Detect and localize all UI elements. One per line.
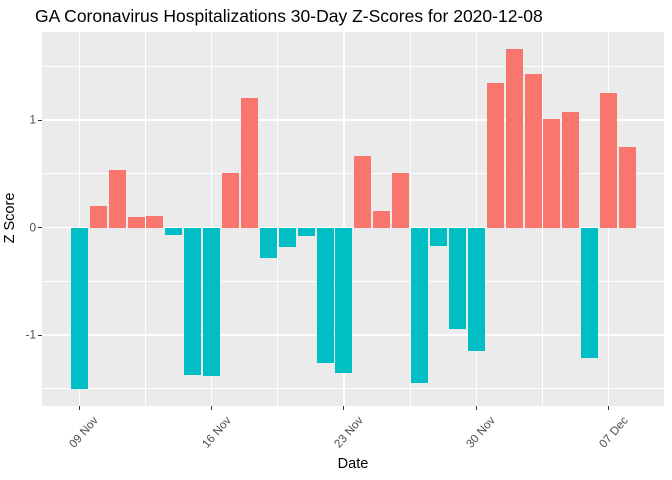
bar: [562, 111, 580, 228]
x-tick-label: 23 Nov: [331, 414, 366, 451]
y-major-gridline: [42, 334, 664, 336]
y-tick-label: 0: [29, 221, 36, 235]
bar: [411, 227, 429, 384]
x-major-gridline: [78, 32, 80, 406]
bar: [486, 82, 504, 228]
chart-title: GA Coronavirus Hospitalizations 30-Day Z…: [35, 6, 543, 26]
x-minor-gridline: [277, 32, 279, 406]
y-minor-gridline: [42, 65, 664, 67]
bar: [448, 227, 466, 329]
y-tick-label: -1: [25, 328, 36, 342]
y-tick-mark: [38, 227, 42, 229]
x-major-gridline: [475, 32, 477, 406]
bar: [259, 227, 277, 258]
x-tick-mark: [211, 406, 213, 410]
bar: [581, 227, 599, 358]
bar: [392, 172, 410, 228]
x-tick-label: 09 Nov: [67, 414, 102, 451]
bar: [127, 216, 145, 228]
y-axis-title: Z Score: [2, 192, 18, 244]
bar: [70, 227, 88, 389]
bar: [89, 206, 107, 228]
x-minor-gridline: [542, 32, 543, 406]
x-major-gridline: [343, 32, 345, 406]
y-minor-gridline: [42, 388, 664, 390]
bar: [524, 73, 542, 228]
x-tick-label: 07 Dec: [596, 414, 631, 451]
x-minor-gridline: [409, 32, 411, 406]
bar: [543, 119, 561, 228]
x-major-gridline: [210, 32, 213, 406]
bar: [240, 97, 258, 228]
y-major-gridline: [42, 226, 664, 229]
bar: [619, 146, 637, 228]
bar: [467, 227, 485, 352]
x-tick-label: 16 Nov: [199, 414, 234, 451]
x-axis-title: Date: [337, 456, 369, 472]
bar: [146, 215, 164, 228]
bar: [165, 227, 183, 236]
y-minor-gridline: [42, 280, 664, 282]
x-tick-mark: [608, 406, 610, 410]
x-tick-mark: [343, 406, 345, 410]
bar: [600, 93, 618, 228]
bar: [184, 227, 202, 375]
x-minor-gridline: [145, 32, 146, 406]
y-tick-label: 1: [29, 113, 36, 127]
y-tick-mark: [38, 119, 42, 121]
x-tick-mark: [475, 406, 477, 410]
bar: [222, 172, 240, 228]
y-tick-mark: [38, 334, 42, 336]
y-major-gridline: [42, 119, 664, 121]
bar: [297, 227, 315, 237]
bar: [335, 227, 353, 373]
bar: [278, 227, 296, 247]
bar: [505, 49, 523, 228]
plot-panel: [42, 32, 664, 406]
bar: [429, 227, 447, 246]
bar: [316, 227, 334, 363]
y-minor-gridline: [42, 173, 664, 175]
bar: [203, 227, 221, 376]
bar: [373, 211, 391, 228]
x-tick-mark: [78, 406, 80, 410]
bar: [354, 155, 372, 228]
bar: [108, 169, 126, 228]
x-tick-label: 30 Nov: [464, 414, 499, 451]
